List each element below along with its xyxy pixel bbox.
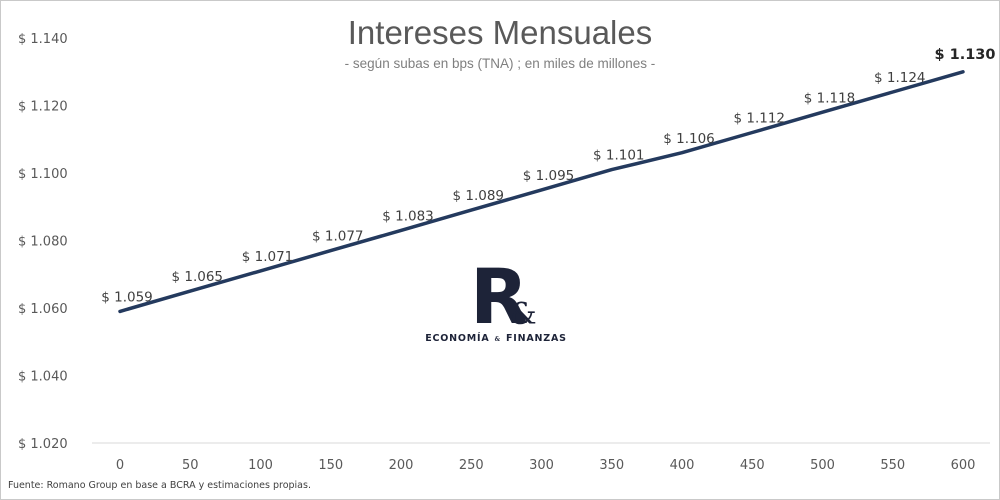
data-label: $ 1.118 [804,90,856,106]
x-tick-label: 100 [248,458,273,473]
data-label: $ 1.089 [452,188,504,204]
data-label: $ 1.071 [242,249,294,265]
series-line [118,70,965,314]
y-tick-label: $ 1.020 [18,437,68,452]
y-tick-label: $ 1.140 [18,32,68,47]
x-tick-label: 0 [116,458,124,473]
x-tick-label: 150 [318,458,343,473]
logo-text: ECONOMÍA & FINANZAS [425,332,567,344]
data-label: $ 1.059 [101,289,153,305]
logo-text-right: FINANZAS [506,333,567,344]
data-label: $ 1.112 [733,111,785,127]
y-tick-label: $ 1.120 [18,100,68,115]
logo-letter: R [470,252,529,341]
data-labels: $ 1.059 $ 1.065 $ 1.071 $ 1.077 $ 1.083 $ 1.0… [101,47,995,306]
brand-logo: R & ECONOMÍA & FINANZAS [425,252,567,344]
x-tick-label: 450 [740,458,765,473]
x-tick-label: 300 [529,458,554,473]
x-tick-label: 50 [182,458,199,473]
y-tick-label: $ 1.040 [18,370,68,385]
chart-title: Intereses Mensuales [348,14,653,51]
x-tick-label: 250 [459,458,484,473]
data-label: $ 1.083 [382,208,434,224]
y-axis: $ 1.020 $ 1.040 $ 1.060 $ 1.080 $ 1.100 $ 1.1… [18,32,68,452]
x-tick-label: 400 [670,458,695,473]
x-axis: 0 50 100 150 200 250 300 350 400 450 500 550 600 [116,458,976,473]
source-note: Fuente: Romano Group en base a BCRA y es… [8,480,311,491]
x-tick-label: 200 [389,458,414,473]
data-label: $ 1.101 [593,148,645,164]
data-label: $ 1.065 [171,269,223,285]
data-label: $ 1.077 [312,229,364,245]
y-tick-label: $ 1.100 [18,167,68,182]
y-tick-label: $ 1.060 [18,302,68,317]
data-label: $ 1.124 [874,70,926,86]
x-tick-label: 550 [880,458,905,473]
data-label: $ 1.130 [934,47,995,63]
y-tick-label: $ 1.080 [18,235,68,250]
x-tick-label: 350 [599,458,624,473]
data-label: $ 1.106 [663,131,715,147]
x-tick-label: 500 [810,458,835,473]
logo-text-left: ECONOMÍA [425,332,489,344]
logo-ampersand: & [510,297,537,332]
data-label: $ 1.095 [523,168,575,184]
logo-text-amp: & [495,336,501,343]
chart-subtitle: - según subas en bps (TNA) ; en miles de… [345,56,656,71]
x-tick-label: 600 [951,458,976,473]
